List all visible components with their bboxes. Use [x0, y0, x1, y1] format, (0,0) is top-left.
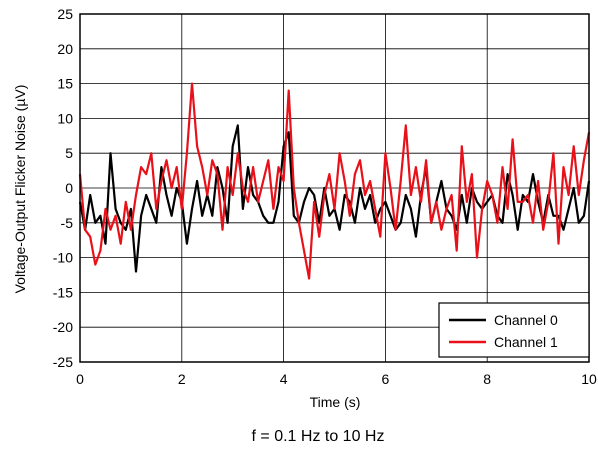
legend-box [438, 302, 590, 358]
legend: Channel 0 Channel 1 [438, 302, 590, 358]
y-tick-label: 5 [65, 145, 73, 161]
x-axis-ticks: 0 2 4 6 8 10 [76, 371, 597, 387]
y-tick-label: 0 [65, 180, 73, 196]
y-tick-label: 25 [57, 6, 73, 22]
y-tick-label: 20 [57, 41, 73, 57]
y-axis-ticks: 25 20 15 10 5 0 -5 -10 -15 -20 -25 [53, 6, 73, 370]
y-tick-label: -15 [53, 284, 73, 300]
series-line-channel-1 [78, 82, 591, 280]
x-tick-label: 6 [382, 371, 390, 387]
y-axis-label: Voltage-Output Flicker Noise (µV) [12, 85, 28, 294]
y-tick-label: 10 [57, 110, 73, 126]
y-tick-label: 15 [57, 76, 73, 92]
x-tick-label: 4 [280, 371, 288, 387]
legend-label-channel-1: Channel 1 [494, 334, 558, 350]
series-layer [78, 82, 591, 280]
y-tick-label: -10 [53, 250, 73, 266]
x-tick-label: 0 [76, 371, 84, 387]
x-tick-label: 2 [178, 371, 186, 387]
x-tick-label: 10 [581, 371, 597, 387]
x-axis-label: Time (s) [310, 394, 361, 410]
y-tick-label: -25 [53, 354, 73, 370]
legend-label-channel-0: Channel 0 [494, 312, 558, 328]
plot-frame [79, 13, 590, 363]
y-tick-label: -20 [53, 319, 73, 335]
chart-caption: f = 0.1 Hz to 10 Hz [252, 428, 385, 445]
y-tick-label: -5 [61, 215, 74, 231]
x-tick-label: 8 [483, 371, 491, 387]
